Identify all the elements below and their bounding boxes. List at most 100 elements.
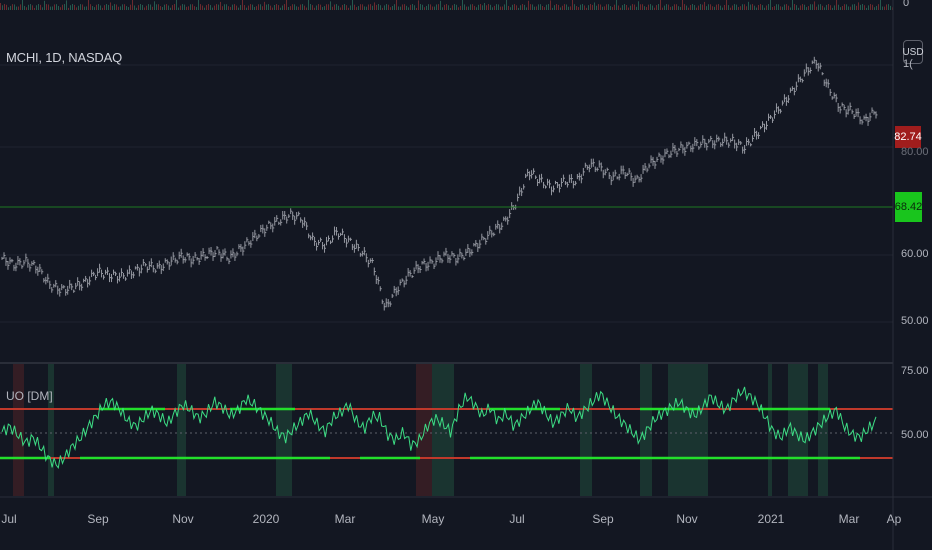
currency-button[interactable]: USD [902,40,924,64]
volume-bar [6,4,7,10]
volume-bar [512,4,513,10]
symbol-label[interactable]: MCHI, 1D, NASDAQ [6,50,122,65]
volume-axis-label: 0 [903,0,910,9]
volume-bar [468,6,469,10]
volume-bar [300,4,301,10]
volume-bar [224,4,225,10]
volume-bar [230,6,231,10]
volume-bar [206,5,207,10]
volume-bar [246,7,247,10]
uo-indicator-label[interactable]: UO [DM] [6,389,53,403]
volume-bar [264,1,265,10]
volume-bar [474,5,475,10]
volume-bar [828,4,829,10]
volume-bar [232,4,233,10]
volume-bar [878,4,879,10]
signal-zone [580,364,592,496]
volume-bar [180,5,181,10]
volume-bar [560,7,561,10]
volume-bar [488,4,489,10]
volume-bar [242,0,243,10]
volume-bar [338,5,339,10]
volume-bar [182,4,183,10]
volume-bar [816,6,817,10]
volume-bar [452,5,453,10]
uo-axis-label-75: 75.00 [901,365,929,377]
volume-bar [784,4,785,10]
volume-bar [614,4,615,10]
volume-bar [304,5,305,10]
volume-bar [50,6,51,10]
volume-bar [772,7,773,10]
volume-bar [172,5,173,10]
volume-bar [32,5,33,10]
volume-bar [674,4,675,10]
volume-bar [102,7,103,10]
volume-bar [284,4,285,10]
volume-bar [428,4,429,10]
volume-bar [648,4,649,10]
volume-bar [644,6,645,10]
time-axis-label: Mar [334,512,356,526]
volume-bar [256,6,257,10]
volume-bar [498,4,499,10]
time-axis-label: Jul [1,512,17,526]
volume-bar [378,4,379,10]
volume-bar [502,6,503,10]
volume-bar [794,4,795,10]
volume-bar [142,4,143,10]
volume-bar [438,4,439,10]
volume-bar [676,4,677,10]
uo-pane [0,364,893,496]
volume-bar [462,0,463,11]
volume-bar [756,7,757,10]
volume-bar [266,4,267,10]
volume-bar [796,5,797,10]
volume-bar [522,4,523,10]
volume-bar [578,7,579,10]
volume-bar [346,5,347,10]
volume-bar [552,7,553,10]
volume-bar [432,6,433,10]
volume-bar [188,6,189,10]
volume-bar [776,4,777,10]
volume-bar [308,0,309,10]
volume-bar [36,5,37,10]
volume-bar [164,4,165,10]
volume-bar [278,5,279,10]
volume-bar [190,4,191,10]
volume-bar [628,7,629,10]
volume-bar [806,7,807,10]
volume-bar [448,5,449,10]
volume-bar [638,1,639,10]
volume-bar [384,5,385,10]
volume-bar [154,1,155,10]
volume-bar [880,0,881,11]
volume-bar [650,4,651,10]
volume-bar [136,7,137,10]
volume-bar [176,0,177,11]
volume-bar [88,0,89,10]
volume-bar [760,4,761,10]
volume-bar [692,4,693,10]
volume-bar [630,5,631,10]
volume-bar [500,6,501,10]
volume-bar [20,4,21,10]
volume-bar [874,7,875,10]
volume-bar [94,7,95,10]
volume-bar [556,4,557,10]
volume-bar [198,0,199,11]
volume-bar [270,5,271,10]
volume-bar [724,5,725,10]
volume-bar [604,6,605,10]
volume-bar [496,4,497,10]
volume-bar [456,4,457,10]
volume-bar [436,4,437,10]
volume-bar [530,4,531,10]
volume-bar [580,4,581,10]
volume-bar [42,7,43,10]
volume-bar [416,7,417,10]
volume-bar [160,6,161,10]
volume-bar [712,6,713,10]
